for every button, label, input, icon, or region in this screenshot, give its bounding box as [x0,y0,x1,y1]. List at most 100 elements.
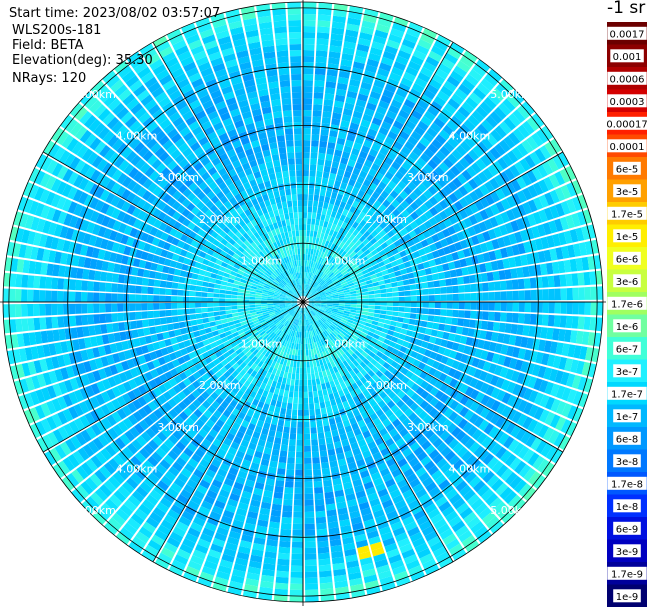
data-cell [220,442,230,452]
data-cell [393,16,409,27]
data-cell [30,346,39,360]
data-cell [489,497,503,511]
data-cell [152,254,160,264]
data-cell [322,266,328,273]
data-cell [215,396,224,405]
data-cell [106,354,115,365]
data-cell [485,439,498,452]
data-cell [352,253,359,261]
data-cell [276,322,282,328]
data-cell [314,492,324,500]
data-cell [378,347,387,354]
data-cell [310,311,315,317]
data-cell [290,427,297,434]
data-cell [428,259,436,267]
data-cell [336,350,342,358]
data-cell [412,537,426,548]
data-cell [101,417,112,430]
data-cell [354,55,367,64]
data-cell [159,317,167,325]
data-cell [33,232,42,246]
data-cell [75,315,83,326]
data-cell [531,113,545,128]
data-cell [479,330,487,340]
data-cell [376,351,384,358]
data-cell [202,453,213,464]
data-cell [370,358,378,366]
data-cell [242,326,250,332]
data-cell [550,449,563,464]
data-cell [52,429,64,443]
data-cell [447,367,457,378]
data-cell [336,286,343,291]
data-cell [368,305,375,309]
data-cell [356,371,364,380]
data-cell [335,586,349,595]
data-cell [488,281,495,291]
data-cell [233,456,243,465]
data-cell [261,427,269,436]
data-cell [306,306,311,312]
data-cell [335,371,342,379]
data-cell [431,250,440,259]
data-cell [277,284,284,289]
data-cell [187,403,197,413]
data-cell [195,308,202,314]
data-cell [238,285,245,290]
data-cell [329,45,342,53]
data-cell [9,273,17,287]
data-cell [97,249,106,260]
data-cell [338,70,350,79]
data-cell [319,219,325,227]
data-cell [343,481,353,490]
data-cell [491,88,506,102]
data-cell [279,296,286,299]
data-cell [314,302,321,304]
data-cell [190,522,203,533]
data-cell [422,476,434,488]
data-cell [204,327,212,334]
data-cell [201,382,210,391]
data-cell [544,141,557,157]
data-cell [415,256,423,265]
data-cell [338,187,346,196]
data-cell [353,142,363,151]
data-cell [109,343,118,354]
data-cell [344,299,351,302]
data-cell [168,564,184,577]
data-cell [167,207,177,217]
data-cell [42,249,51,262]
data-cell [505,246,514,257]
data-cell [305,319,308,326]
data-cell [341,221,348,229]
data-cell [451,342,460,351]
data-cell [121,340,130,351]
data-cell [463,119,476,132]
data-cell [587,332,596,346]
data-cell [95,335,104,346]
data-cell [363,139,373,148]
data-cell [228,391,236,400]
data-cell [307,212,312,219]
data-cell [74,159,86,173]
data-cell [332,292,339,296]
data-cell [458,372,468,383]
data-cell [539,145,552,160]
data-cell [296,361,300,368]
data-cell [271,380,277,388]
data-cell [250,312,257,316]
data-cell [454,110,467,123]
data-cell [340,182,348,190]
data-cell [376,105,387,115]
data-cell [265,281,272,286]
data-cell [360,444,369,453]
data-cell [366,234,374,242]
data-cell [484,194,495,206]
data-cell [360,119,371,128]
data-cell [326,442,335,450]
data-cell [63,379,74,393]
data-cell [457,250,465,259]
data-cell [193,489,205,500]
data-cell [52,264,60,277]
data-cell [62,394,73,407]
